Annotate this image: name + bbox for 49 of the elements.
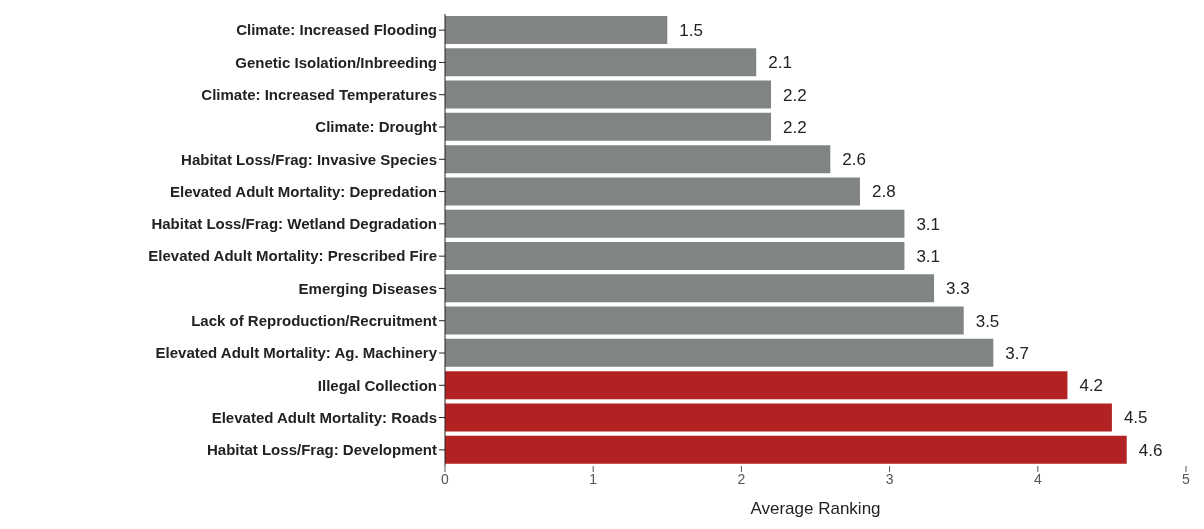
y-tick-label: Habitat Loss/Frag: Invasive Species [181, 150, 437, 168]
data-label: 3.7 [1005, 343, 1029, 363]
data-label: 1.5 [679, 21, 703, 41]
y-tick-label: Elevated Adult Mortality: Prescribed Fire [148, 247, 437, 265]
bar [445, 177, 860, 206]
bar [445, 209, 905, 238]
bar [445, 338, 994, 367]
y-tick-label: Elevated Adult Mortality: Roads [211, 408, 437, 426]
bar [445, 403, 1112, 432]
data-label: 3.1 [916, 247, 941, 267]
y-tick-label: Lack of Reproduction/Recruitment [191, 312, 437, 330]
y-tick-label: Elevated Adult Mortality: Ag. Machinery [155, 344, 438, 362]
x-tick-label: 2 [737, 470, 746, 487]
y-tick-label: Habitat Loss/Frag: Development [206, 441, 437, 459]
data-label: 4.5 [1123, 408, 1148, 428]
y-tick-label: Emerging Diseases [298, 279, 437, 297]
data-label: 3.5 [975, 311, 1000, 331]
data-label: 2.2 [783, 85, 807, 105]
data-label: 2.2 [783, 117, 807, 137]
bar [445, 145, 831, 174]
x-axis-title: Average Ranking [750, 499, 881, 518]
y-tick-label: Genetic Isolation/Inbreeding [235, 53, 437, 71]
x-tick-label: 0 [441, 470, 450, 487]
x-tick-label: 5 [1182, 470, 1191, 487]
bar [445, 371, 1068, 400]
y-tick-label: Climate: Increased Temperatures [201, 86, 437, 104]
bar [445, 242, 905, 270]
bar [445, 16, 668, 44]
data-label: 2.8 [871, 182, 896, 202]
y-tick-label: Elevated Adult Mortality: Depredation [170, 182, 437, 200]
data-label: 4.2 [1079, 376, 1104, 396]
data-label: 2.1 [768, 53, 792, 73]
x-tick-label: 3 [885, 470, 894, 487]
bar [445, 80, 772, 109]
y-tick-label: Illegal Collection [317, 376, 437, 394]
bar [445, 306, 964, 335]
x-tick-label: 1 [589, 470, 598, 487]
bar [445, 274, 935, 303]
bar [445, 435, 1127, 464]
data-label: 4.6 [1138, 440, 1163, 460]
bar [445, 48, 757, 77]
bar [445, 112, 772, 141]
data-label: 3.1 [916, 214, 941, 234]
data-label: 2.6 [842, 150, 866, 170]
y-tick-label: Climate: Increased Flooding [236, 21, 437, 39]
data-label: 3.3 [946, 279, 970, 299]
y-tick-label: Habitat Loss/Frag: Wetland Degradation [151, 215, 437, 233]
x-tick-label: 4 [1033, 470, 1042, 487]
y-tick-label: Climate: Drought [315, 118, 437, 136]
